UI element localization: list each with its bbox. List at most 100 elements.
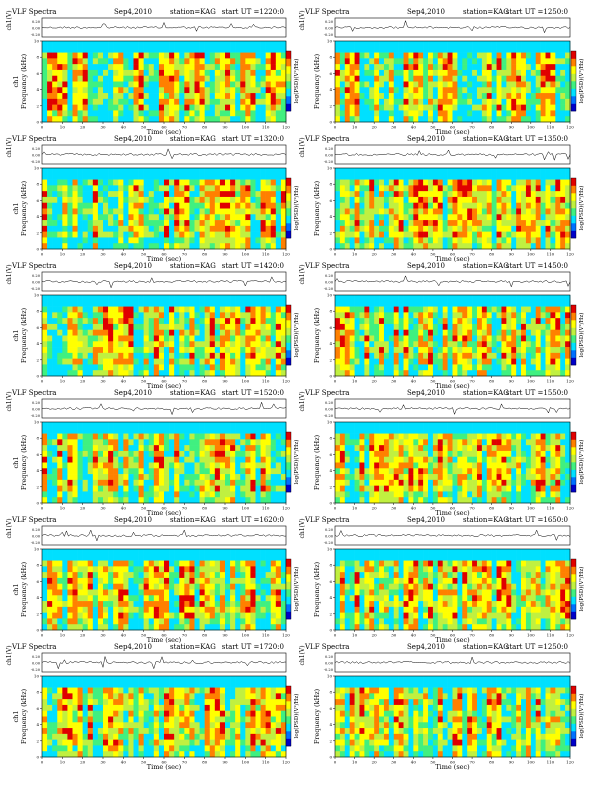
spectrogram-cell [88,105,93,111]
spectrogram-cell [492,237,497,243]
spectrogram-cell [477,214,482,220]
spectrogram-cell [256,197,261,203]
spectrogram-cell [536,58,541,64]
spectrogram-cell [250,226,255,232]
spectrogram-cell [103,480,108,486]
spectrogram-cell [47,174,52,180]
spectrogram-cell [541,76,546,82]
spectrogram-cell [47,237,52,243]
spectrogram-cell [345,301,350,307]
spectrogram-cell [355,47,360,53]
spectrogram-cell [118,116,123,122]
spectrogram-cell [93,341,98,347]
spectrogram-cell [169,353,174,359]
spectrogram-cell [205,451,210,457]
spectrogram-cell [453,341,458,347]
spectrogram-cell [225,110,230,116]
spectrogram-cell [67,93,72,99]
spectrogram-cell [404,76,409,82]
spectrogram-cell [118,47,123,53]
spectrogram-cell [215,336,220,342]
spectrogram-cell [384,180,389,186]
spectrogram-cell [62,422,67,428]
spectrogram-cell [205,93,210,99]
spectrogram-cell [205,295,210,301]
spectrogram-cell [62,312,67,318]
spectrogram-cell [52,428,57,434]
spectrogram-cell [497,301,502,307]
spectrogram-cell [67,110,72,116]
spectrogram-cell [433,82,438,88]
spectrogram-cell [195,457,200,463]
spectrogram-cell [335,243,340,249]
spectrogram-cell [418,226,423,232]
spectrogram-cell [62,214,67,220]
spectrogram-cell [128,174,133,180]
panel-title: VLF Spectra [11,8,56,16]
spectrogram-cell [345,324,350,330]
spectrogram-cell [389,364,394,370]
spectrogram-cell [531,110,536,116]
spectrogram-cell [531,58,536,64]
spectrogram-cell [230,474,235,480]
spectrogram-cell [98,116,103,122]
spectrogram-cell [235,480,240,486]
spectrogram-cell [399,82,404,88]
spectrogram-cell [73,116,78,122]
spectrogram-cell [184,110,189,116]
spectrogram-cell [555,58,560,64]
y-tick-label: 10 [327,39,333,44]
spectrogram-cell [364,41,369,47]
spectrogram-cell [220,47,225,53]
spectrogram-cell [506,347,511,353]
spectrogram-cell [379,64,384,70]
spectrogram-cell [501,301,506,307]
spectrogram-cell [118,203,123,209]
spectrogram-cell [256,220,261,226]
spectrogram-cell [118,185,123,191]
spectrogram-cell [128,324,133,330]
spectrogram-cell [42,116,47,122]
spectrogram-cell [62,243,67,249]
spectrogram-cell [184,82,189,88]
spectrogram-cell [123,203,128,209]
spectrogram-cell [240,197,245,203]
spectrogram-cell [215,209,220,215]
spectrogram-cell [113,237,118,243]
spectrogram-cell [73,439,78,445]
spectrogram-cell [384,232,389,238]
spectrogram-cell [261,99,266,105]
spectrogram-cell [154,220,159,226]
spectrogram-cell [98,53,103,59]
spectrogram-cell [42,232,47,238]
spectrogram-cell [506,76,511,82]
spectrogram-cell [42,220,47,226]
spectrogram-cell [83,347,88,353]
spectrogram-cell [159,301,164,307]
spectrogram-cell [511,41,516,47]
spectrogram-cell [472,116,477,122]
spectrogram-cell [179,353,184,359]
spectrogram-cell [526,64,531,70]
spectrogram-cell [184,474,189,480]
spectrogram-cell [149,53,154,59]
spectrogram-cell [364,185,369,191]
spectrogram-cell [134,468,139,474]
spectrogram-cell [408,70,413,76]
spectrogram-cell [240,58,245,64]
spectrogram-cell [457,318,462,324]
spectrogram-cell [88,353,93,359]
spectrogram-cell [472,324,477,330]
spectrogram-cell [128,353,133,359]
spectrogram-cell [521,93,526,99]
spectrogram-cell [418,295,423,301]
spectrogram-cell [438,203,443,209]
spectrogram-cell [501,82,506,88]
spectrogram-cell [511,318,516,324]
spectrogram-cell [179,341,184,347]
spectrogram-cell [443,110,448,116]
spectrogram-cell [428,214,433,220]
spectrogram-cell [536,318,541,324]
spectrogram-cell [108,370,113,376]
spectrogram-cell [404,341,409,347]
